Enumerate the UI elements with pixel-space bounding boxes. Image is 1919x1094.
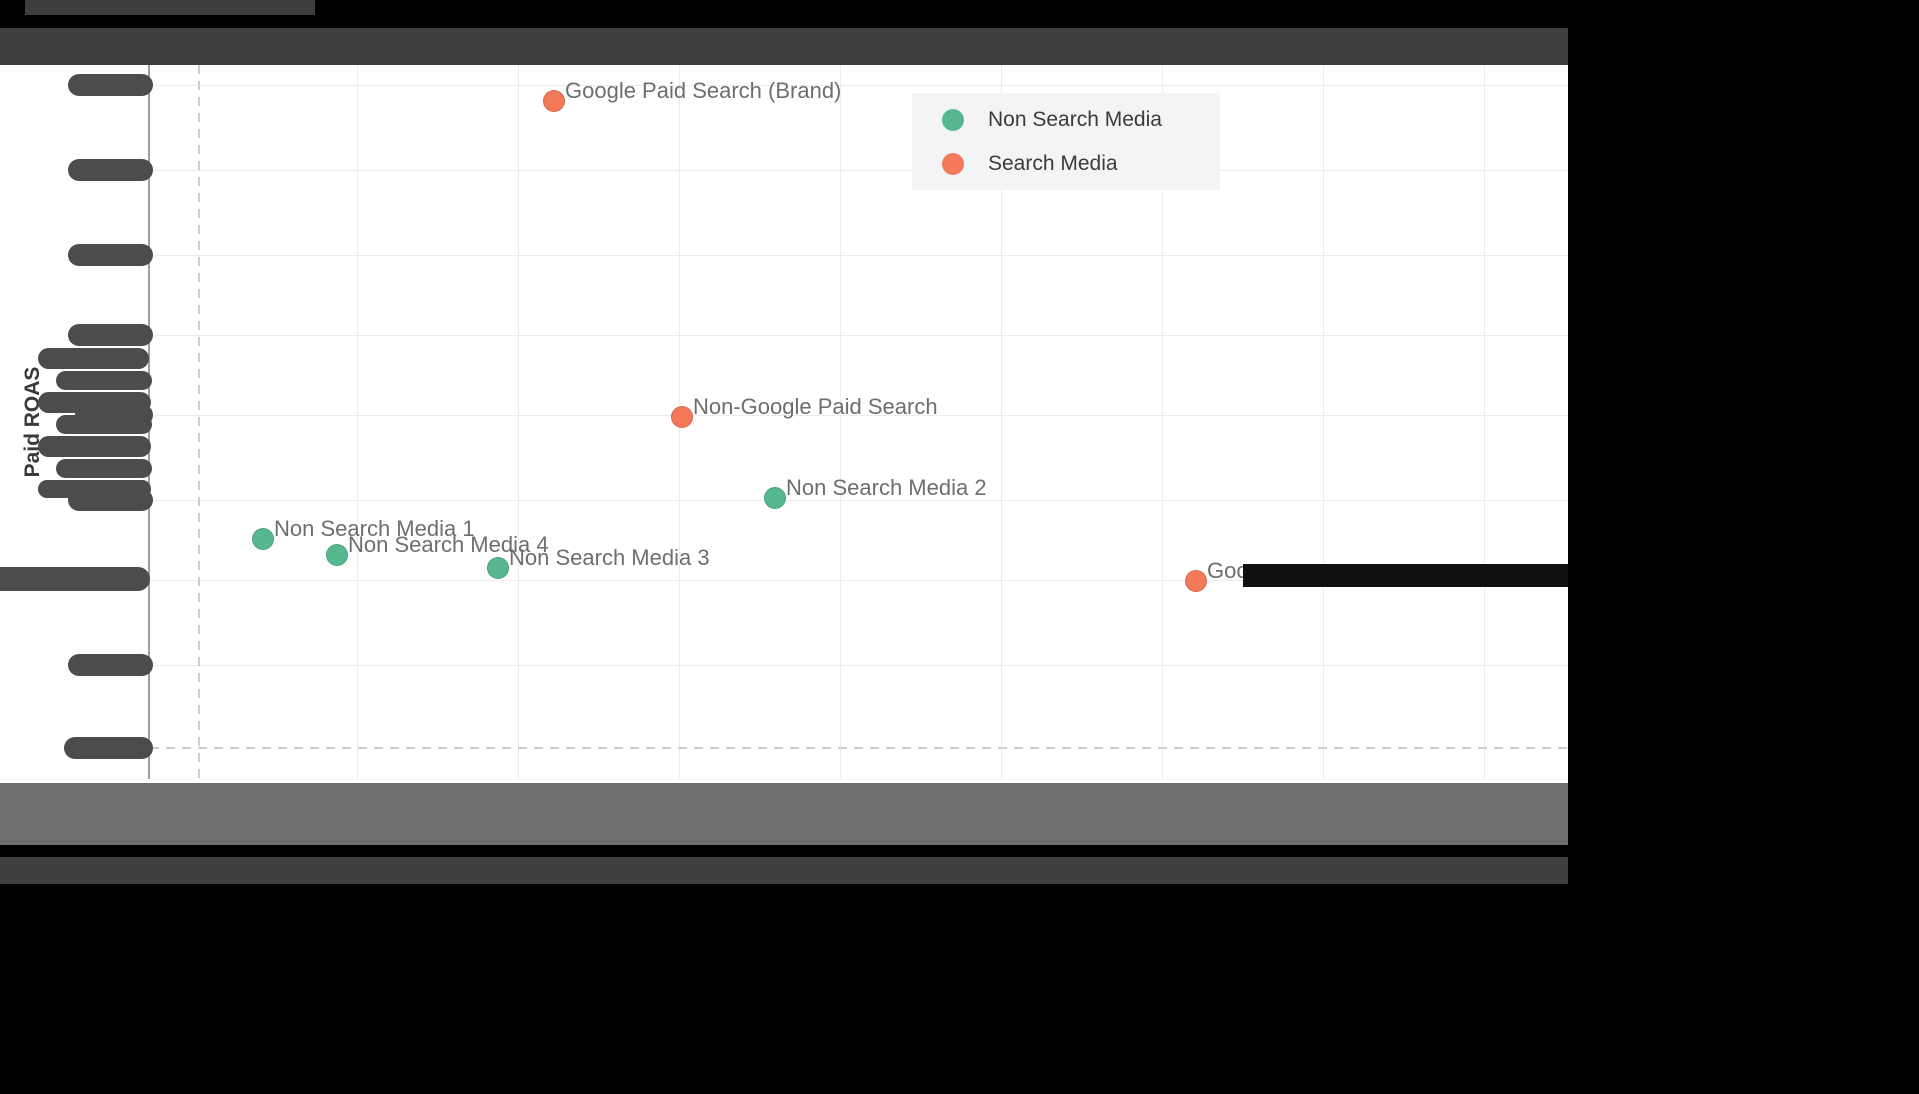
redaction-bar-top-left <box>25 0 315 15</box>
legend-marker-non-search-media <box>942 108 964 131</box>
horizontal-gridline <box>150 85 1568 86</box>
redaction-bar-bottom <box>0 857 1568 884</box>
scatter-point-label: Google Paid Search (Brand) <box>565 78 842 103</box>
legend-label-search-media: Search Media <box>988 151 1118 175</box>
horizontal-gridline <box>150 665 1568 666</box>
horizontal-gridline <box>150 255 1568 256</box>
vertical-gridline <box>357 65 358 779</box>
redaction-bar-ylabel-area <box>38 348 149 369</box>
scatter-point-label: Non Search Media 3 <box>509 545 710 570</box>
redaction-bar-ytick <box>68 654 153 676</box>
scatter-point[interactable] <box>326 544 348 566</box>
scatter-point-label: Non Search Media 1 <box>274 516 475 541</box>
horizontal-gridline <box>150 170 1568 171</box>
scatter-point[interactable] <box>543 90 565 112</box>
scatter-point[interactable] <box>487 557 509 579</box>
legend: Non Search Media Search Media <box>912 93 1220 190</box>
redaction-bar-ytick <box>0 567 150 591</box>
legend-label-non-search-media: Non Search Media <box>988 107 1162 131</box>
horizontal-gridline <box>150 415 1568 416</box>
horizontal-dashed-reference-line <box>150 747 1568 749</box>
redaction-bar-x-axis-labels <box>0 783 1568 845</box>
redaction-bar-ylabel-area <box>56 459 152 478</box>
vertical-gridline <box>1001 65 1002 779</box>
redaction-bar-ytick <box>68 244 153 266</box>
scatter-point-label: Non Search Media 4 <box>348 532 549 557</box>
chart-plot-background <box>0 65 1568 783</box>
scatter-point[interactable] <box>764 487 786 509</box>
vertical-gridline <box>518 65 519 779</box>
redaction-bar-ytick <box>68 324 153 346</box>
scatter-point-label: Non-Google Paid Search <box>693 394 938 419</box>
redaction-bar-ytick <box>64 737 153 759</box>
redaction-bar-ylabel-area <box>38 436 151 457</box>
horizontal-gridline <box>150 500 1568 501</box>
redaction-bar-ylabel-area <box>38 392 151 413</box>
vertical-gridline <box>1162 65 1163 779</box>
scatter-point[interactable] <box>671 406 693 428</box>
scatter-point-label: Non Search Media 2 <box>786 475 987 500</box>
vertical-gridline <box>1323 65 1324 779</box>
legend-item-non-search-media[interactable]: Non Search Media <box>912 101 1220 139</box>
vertical-gridline <box>1484 65 1485 779</box>
scatter-point[interactable] <box>1185 570 1207 592</box>
y-axis-title: Paid ROAS <box>21 366 44 478</box>
redaction-bar-chart-title <box>0 28 1568 65</box>
horizontal-gridline <box>150 335 1568 336</box>
vertical-gridline <box>840 65 841 779</box>
legend-item-search-media[interactable]: Search Media <box>912 145 1220 183</box>
legend-marker-search-media <box>942 152 964 175</box>
horizontal-gridline <box>150 580 1568 581</box>
redaction-bar-ylabel-area <box>38 480 151 498</box>
redaction-bar-ylabel-area <box>56 371 152 390</box>
redaction-bar-ytick <box>68 74 153 96</box>
redaction-bar-ylabel-area <box>56 415 152 434</box>
vertical-dashed-reference-line <box>198 65 200 779</box>
redaction-bar-ytick <box>68 159 153 181</box>
scatter-point[interactable] <box>252 528 274 550</box>
redaction-bar-point-label <box>1243 564 1568 587</box>
